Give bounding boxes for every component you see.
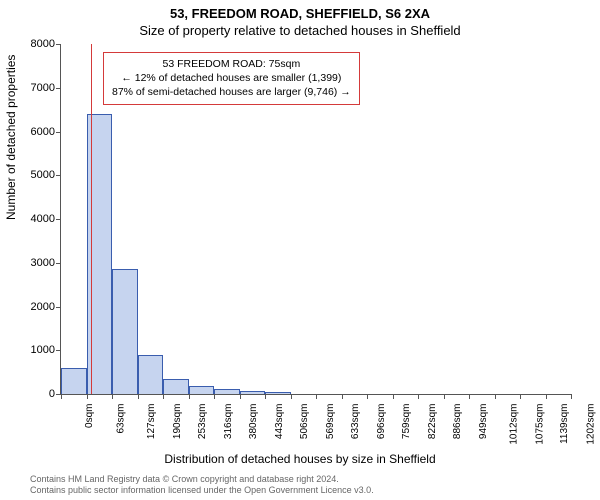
x-tick-mark [214,394,215,399]
x-tick-mark [444,394,445,399]
x-tick-mark [571,394,572,399]
histogram-bar [138,355,164,394]
y-tick-mark [56,88,61,89]
x-tick-mark [546,394,547,399]
x-tick-mark [367,394,368,399]
histogram-bar [163,379,189,394]
x-tick-label: 127sqm [146,404,157,440]
x-tick-mark [520,394,521,399]
x-tick-label: 1075sqm [534,404,545,445]
x-tick-mark [265,394,266,399]
histogram-bar [265,392,291,394]
histogram-bar [112,269,138,394]
footer-attribution: Contains HM Land Registry data © Crown c… [30,474,374,497]
chart-container: 53, FREEDOM ROAD, SHEFFIELD, S6 2XA Size… [0,0,600,500]
x-tick-label: 1139sqm [559,404,570,444]
x-tick-mark [469,394,470,399]
plot-area: 53 FREEDOM ROAD: 75sqm ← 12% of detached… [60,44,571,395]
property-marker-line [91,44,92,394]
x-tick-label: 190sqm [172,404,183,440]
histogram-bar [214,389,240,394]
x-tick-mark [393,394,394,399]
histogram-bar [189,386,215,394]
x-tick-label: 696sqm [376,404,387,440]
x-tick-mark [138,394,139,399]
x-tick-label: 443sqm [274,404,285,440]
x-tick-mark [316,394,317,399]
x-tick-mark [112,394,113,399]
y-tick-mark [56,307,61,308]
y-tick-mark [56,263,61,264]
x-tick-mark [418,394,419,399]
x-tick-mark [87,394,88,399]
y-tick-mark [56,350,61,351]
x-tick-label: 0sqm [84,404,95,428]
y-tick-mark [56,175,61,176]
x-tick-mark [163,394,164,399]
x-tick-mark [495,394,496,399]
y-tick-mark [56,44,61,45]
x-tick-mark [189,394,190,399]
annotation-box: 53 FREEDOM ROAD: 75sqm ← 12% of detached… [103,52,360,105]
x-tick-mark [342,394,343,399]
annotation-line1: 53 FREEDOM ROAD: 75sqm [112,57,351,71]
chart-title-sub: Size of property relative to detached ho… [0,21,600,42]
y-tick-mark [56,132,61,133]
x-tick-label: 253sqm [197,404,208,440]
chart-title-main: 53, FREEDOM ROAD, SHEFFIELD, S6 2XA [0,0,600,21]
x-axis-label: Distribution of detached houses by size … [0,452,600,466]
histogram-bar [61,368,87,394]
annotation-line3: 87% of semi-detached houses are larger (… [112,85,351,99]
annotation-line2: ← 12% of detached houses are smaller (1,… [112,71,351,85]
x-tick-label: 886sqm [452,404,463,440]
y-tick-mark [56,219,61,220]
x-tick-mark [291,394,292,399]
x-tick-label: 316sqm [223,404,234,440]
x-tick-label: 822sqm [427,404,438,440]
x-tick-mark [240,394,241,399]
x-tick-label: 759sqm [401,404,412,440]
x-tick-label: 1202sqm [585,404,596,445]
x-tick-label: 569sqm [325,404,336,440]
x-tick-label: 633sqm [350,404,361,440]
x-tick-mark [61,394,62,399]
x-tick-label: 949sqm [478,404,489,440]
footer-line2: Contains public sector information licen… [30,485,374,496]
x-tick-label: 63sqm [115,404,126,434]
x-tick-label: 1012sqm [509,404,520,445]
histogram-bar [240,391,266,394]
y-axis-label: Number of detached properties [4,55,18,220]
x-tick-label: 506sqm [299,404,310,440]
footer-line1: Contains HM Land Registry data © Crown c… [30,474,374,485]
x-tick-label: 380sqm [248,404,259,440]
